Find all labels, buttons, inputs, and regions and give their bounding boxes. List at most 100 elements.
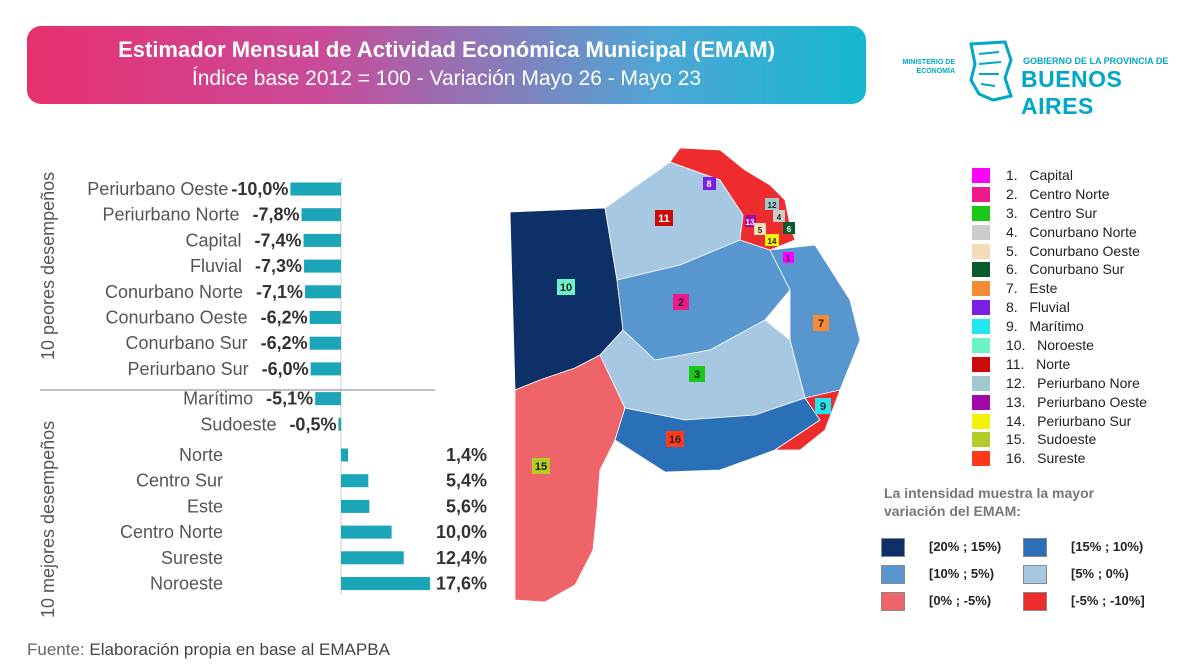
intensity-label: [15% ; 10%) — [1071, 539, 1144, 554]
category-label: Sureste — [161, 548, 223, 568]
value-label: -7,3% — [255, 256, 302, 276]
intensity-note: La intensidad muestra la mayor variación… — [884, 485, 1095, 519]
bar — [341, 499, 370, 513]
map-label-16: 16 — [669, 434, 681, 446]
intensity-swatch — [881, 565, 905, 584]
bar — [341, 577, 431, 590]
legend-label: 11. Norte — [1006, 355, 1071, 372]
category-label: Noroeste — [150, 574, 223, 594]
ministry-logo: MINISTERIO DE ECONOMÍA GOBIERNO DE LA PR… — [885, 36, 1185, 119]
province-crest-icon — [969, 40, 1013, 102]
map-label-13: 13 — [746, 218, 755, 227]
legend-label: 12. Periurbano Nore — [1006, 374, 1140, 391]
bar — [341, 448, 349, 462]
bar — [301, 208, 341, 222]
intensity-label: [-5% ; -10%] — [1071, 593, 1145, 608]
intensity-label: [0% ; -5%) — [929, 593, 992, 608]
category-label: Centro Sur — [136, 471, 223, 491]
map-label-11: 11 — [658, 213, 670, 225]
category-label: Marítimo — [183, 389, 253, 409]
map-label-14: 14 — [768, 237, 777, 246]
category-label: Conurbano Oeste — [106, 308, 248, 328]
legend-label: 3. Centro Sur — [1006, 204, 1098, 221]
legend-swatch — [972, 356, 990, 372]
legend-swatch — [972, 413, 990, 429]
legend-swatch — [972, 224, 990, 240]
map-region-sudoeste — [514, 354, 626, 603]
intensity-swatch — [881, 538, 905, 557]
value-label: -7,1% — [256, 282, 303, 302]
legend-swatch — [972, 186, 990, 202]
intensity-swatch — [1023, 592, 1047, 611]
map-label-1: 1 — [786, 254, 791, 263]
category-label: Capital — [186, 230, 242, 250]
value-label: -6,0% — [262, 359, 309, 379]
map-label-10: 10 — [560, 282, 572, 294]
value-label: 1,4% — [446, 445, 487, 465]
category-label: Periurbano Oeste — [87, 179, 228, 199]
bar — [341, 525, 392, 539]
intensity-label: [10% ; 5%) — [929, 566, 995, 581]
category-label: Norte — [179, 445, 223, 465]
category-label: Centro Norte — [120, 522, 223, 542]
legend-label: 6. Conurbano Sur — [1006, 261, 1125, 278]
value-label: 5,6% — [446, 496, 487, 516]
legend-swatch — [972, 300, 990, 316]
category-label: Conurbano Norte — [105, 282, 243, 302]
legend-label: 16. Sureste — [1006, 450, 1086, 467]
value-label: 17,6% — [436, 574, 487, 594]
legend-label: 14. Periurbano Sur — [1006, 412, 1132, 429]
legend-swatch — [972, 375, 990, 391]
page-subtitle: Índice base 2012 = 100 - Variación Mayo … — [191, 67, 702, 90]
category-label: Conurbano Sur — [126, 333, 248, 353]
bar — [341, 551, 404, 565]
bar — [309, 336, 341, 350]
category-label: Este — [187, 496, 223, 516]
map-label-9: 9 — [820, 401, 826, 413]
value-label: 10,0% — [436, 522, 487, 542]
legend-label: 8. Fluvial — [1006, 299, 1070, 316]
legend-label: 10. Noroeste — [1006, 337, 1094, 354]
legend-swatch — [972, 205, 990, 221]
legend-label: 9. Marítimo — [1006, 318, 1084, 335]
intensity-label: [20% ; 15%) — [929, 539, 1002, 554]
legend-label: 5. Conurbano Oeste — [1006, 242, 1140, 259]
legend-label: 2. Centro Norte — [1006, 185, 1110, 202]
legend-label: 13. Periurbano Oeste — [1006, 393, 1147, 410]
value-label: -7,4% — [255, 230, 302, 250]
category-label: Periurbano Norte — [102, 205, 239, 225]
legend-swatch — [972, 168, 990, 183]
map-label-4: 4 — [777, 213, 782, 222]
intensity-label: [5% ; 0%) — [1071, 566, 1129, 581]
bar — [338, 417, 341, 431]
map-label-5: 5 — [758, 226, 763, 235]
value-label: -7,8% — [253, 205, 300, 225]
legend-label: 7. Este — [1006, 280, 1058, 297]
value-label: -0,5% — [289, 414, 336, 434]
value-label: 12,4% — [436, 548, 487, 568]
legend-swatch — [972, 319, 990, 335]
page-title: Estimador Mensual de Actividad Económica… — [118, 37, 775, 62]
intensity-swatch — [1023, 565, 1047, 584]
map-label-2: 2 — [678, 297, 684, 309]
map-label-15: 15 — [535, 461, 547, 473]
legend-label: 1. Capital — [1006, 167, 1073, 183]
source-note: Fuente: Elaboración propia en base al EM… — [27, 640, 390, 659]
legend-swatch — [972, 432, 990, 448]
region-map: 10 15 11 2 3 7 9 16 8 13 12 4 5 6 14 1 — [509, 147, 861, 603]
legend-swatch — [972, 281, 990, 297]
legend-swatch — [972, 243, 990, 259]
value-label: -5,1% — [266, 389, 313, 409]
map-label-3: 3 — [694, 369, 700, 381]
province-name: BUENOS AIRES — [1021, 66, 1123, 119]
government-line: GOBIERNO DE LA PROVINCIA DE — [1023, 56, 1169, 66]
bar-chart: Periurbano Oeste -10,0% Periurbano Norte -7… — [40, 178, 487, 595]
legend-swatch — [972, 262, 990, 278]
bar — [341, 474, 369, 488]
bar — [305, 285, 341, 299]
bar — [315, 392, 341, 406]
value-label: -6,2% — [261, 333, 308, 353]
bar — [309, 311, 341, 324]
intensity-swatch — [1023, 538, 1047, 557]
legend-swatch — [972, 338, 990, 354]
